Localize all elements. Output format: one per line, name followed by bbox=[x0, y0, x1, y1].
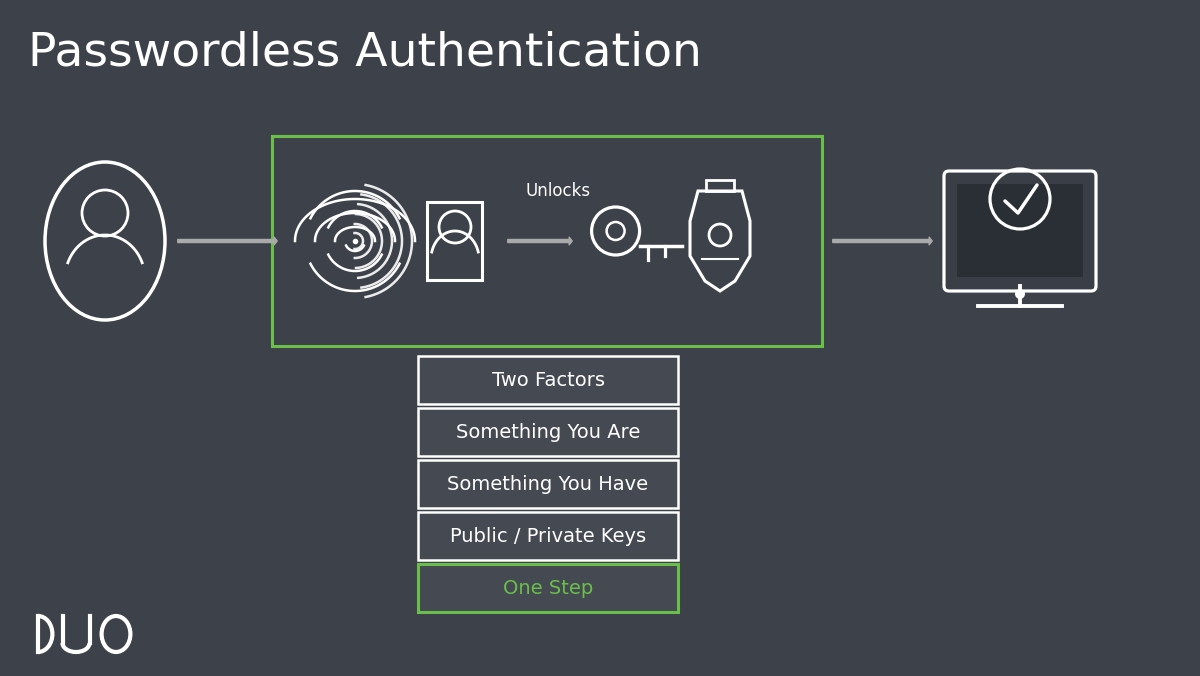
Bar bbox=[418, 356, 678, 404]
FancyBboxPatch shape bbox=[944, 171, 1096, 291]
Bar bbox=[949, 277, 1091, 288]
Bar bbox=[272, 136, 822, 346]
Text: Two Factors: Two Factors bbox=[492, 370, 605, 389]
Circle shape bbox=[1015, 289, 1025, 299]
Text: Something You Have: Something You Have bbox=[448, 475, 648, 493]
Bar bbox=[418, 512, 678, 560]
Text: Unlocks: Unlocks bbox=[526, 182, 590, 200]
Bar bbox=[958, 184, 1082, 278]
Text: Public / Private Keys: Public / Private Keys bbox=[450, 527, 646, 546]
Text: Something You Are: Something You Are bbox=[456, 422, 640, 441]
Bar bbox=[706, 180, 734, 191]
Circle shape bbox=[82, 190, 128, 236]
Text: Passwordless Authentication: Passwordless Authentication bbox=[28, 31, 702, 76]
Bar bbox=[427, 202, 482, 280]
Circle shape bbox=[607, 222, 625, 240]
Text: One Step: One Step bbox=[503, 579, 593, 598]
Bar bbox=[418, 564, 678, 612]
Bar bbox=[418, 460, 678, 508]
Bar bbox=[418, 408, 678, 456]
